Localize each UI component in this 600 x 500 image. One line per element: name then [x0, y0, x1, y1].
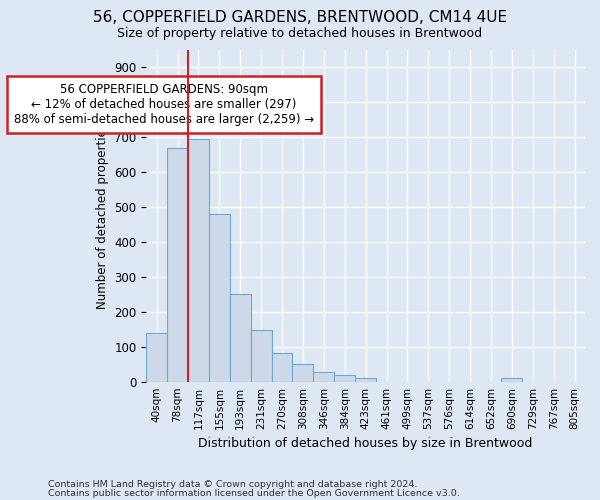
Y-axis label: Number of detached properties: Number of detached properties [96, 123, 109, 309]
Bar [334, 374, 355, 382]
Bar [502, 378, 523, 382]
Bar [272, 352, 292, 382]
X-axis label: Distribution of detached houses by size in Brentwood: Distribution of detached houses by size … [199, 437, 533, 450]
Bar [355, 378, 376, 382]
Bar [167, 148, 188, 382]
Text: Contains HM Land Registry data © Crown copyright and database right 2024.: Contains HM Land Registry data © Crown c… [48, 480, 418, 489]
Bar [230, 294, 251, 382]
Text: Contains public sector information licensed under the Open Government Licence v3: Contains public sector information licen… [48, 489, 460, 498]
Bar [209, 214, 230, 382]
Bar [146, 333, 167, 382]
Text: 56 COPPERFIELD GARDENS: 90sqm
← 12% of detached houses are smaller (297)
88% of : 56 COPPERFIELD GARDENS: 90sqm ← 12% of d… [14, 83, 314, 126]
Bar [313, 372, 334, 382]
Bar [188, 139, 209, 382]
Bar [251, 330, 272, 382]
Bar [292, 364, 313, 382]
Text: Size of property relative to detached houses in Brentwood: Size of property relative to detached ho… [118, 28, 482, 40]
Text: 56, COPPERFIELD GARDENS, BRENTWOOD, CM14 4UE: 56, COPPERFIELD GARDENS, BRENTWOOD, CM14… [93, 10, 507, 25]
